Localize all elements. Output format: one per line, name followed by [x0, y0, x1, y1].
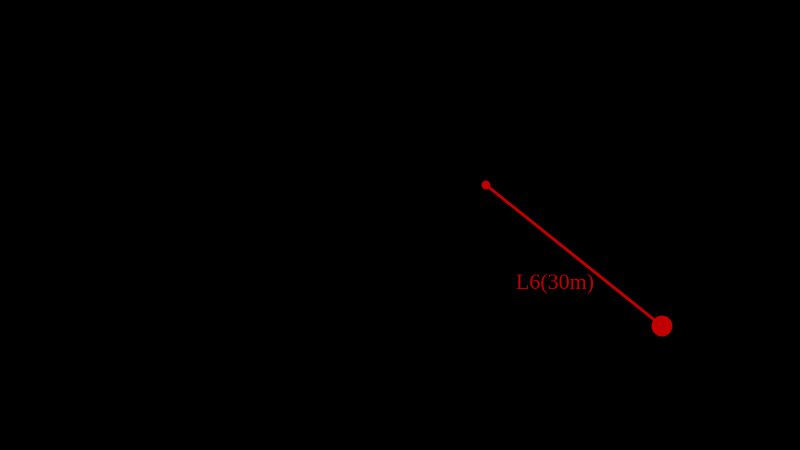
- link-line-l6[interactable]: [484, 183, 664, 328]
- link-endpoint-end-node[interactable]: [651, 315, 673, 337]
- link-endpoint-start-node[interactable]: [481, 180, 491, 190]
- link-label: L6(30m): [516, 269, 594, 294]
